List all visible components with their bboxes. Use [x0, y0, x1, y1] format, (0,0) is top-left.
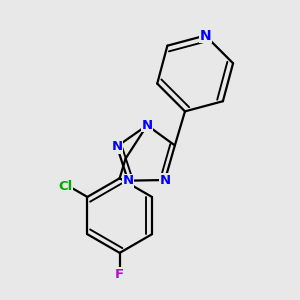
Text: N: N [159, 173, 170, 187]
Text: N: N [142, 119, 153, 132]
Text: N: N [111, 140, 122, 153]
Text: Cl: Cl [58, 180, 73, 193]
Text: N: N [200, 28, 211, 43]
Text: N: N [122, 174, 134, 187]
Text: F: F [115, 268, 124, 281]
